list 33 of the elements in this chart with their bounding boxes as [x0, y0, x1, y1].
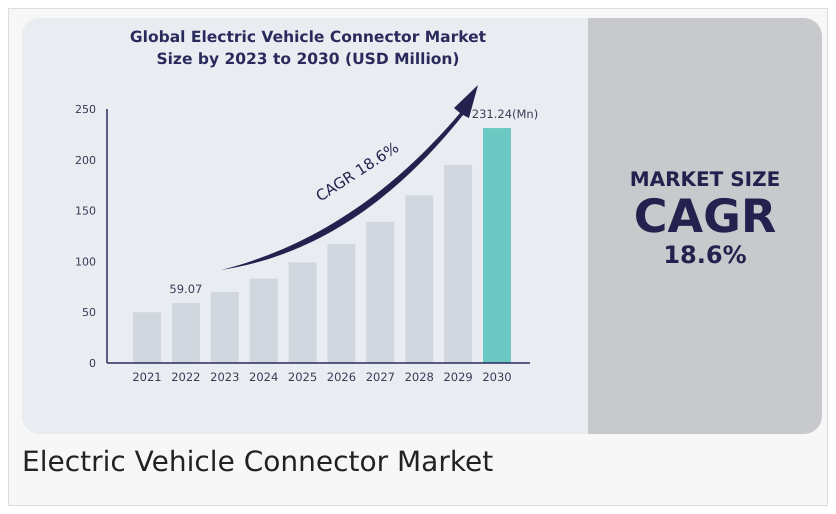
bar [366, 222, 394, 363]
y-tick-label: 0 [89, 357, 96, 370]
x-tick-label: 2027 [366, 370, 395, 384]
x-tick-label: 2029 [443, 370, 473, 384]
y-tick-label: 200 [75, 154, 96, 167]
x-tick-label: 2022 [171, 370, 201, 384]
x-tick-label: 2024 [249, 370, 278, 384]
x-tick-label: 2026 [326, 370, 356, 384]
y-tick-label: 250 [75, 103, 96, 116]
bar [250, 278, 278, 363]
x-tick-label: 2028 [404, 370, 434, 384]
bar [444, 164, 472, 363]
y-tick-label: 50 [82, 306, 96, 320]
bar [327, 244, 356, 363]
x-tick-label: 2025 [288, 370, 318, 384]
text: Electric Vehicle Connector Market [22, 445, 494, 478]
chart-title: Global Electric Vehicle Connector Market Size by 2023 to 2030 (USD Million) [130, 28, 487, 68]
text: CAGR [634, 189, 776, 243]
x-tick-label: 2023 [210, 370, 240, 384]
y-tick-label: 150 [75, 204, 96, 218]
bar [172, 302, 200, 363]
bar [210, 292, 239, 363]
bar [133, 312, 161, 363]
x-tick-label: 2030 [482, 370, 512, 384]
text: MARKET SIZE [630, 167, 780, 191]
x-tick-label: 2021 [132, 370, 162, 384]
text: 18.6% [663, 241, 747, 269]
y-tick-label: 100 [75, 255, 96, 268]
bar [405, 195, 434, 363]
bar [288, 262, 317, 363]
data-label: 231.24(Mn) [472, 107, 538, 122]
bar [483, 128, 511, 363]
data-label: 59.07 [169, 282, 202, 296]
